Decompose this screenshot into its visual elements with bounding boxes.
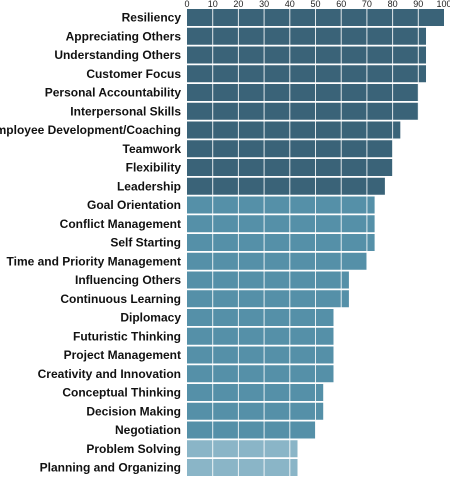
category-label-employee-development-coaching: Employee Development/Coaching (0, 123, 181, 137)
category-label-problem-solving: Problem Solving (86, 442, 181, 456)
category-label-conflict-management: Conflict Management (60, 217, 181, 231)
category-label-influencing-others: Influencing Others (75, 273, 181, 287)
category-label-resiliency: Resiliency (122, 11, 182, 25)
bar-decision-making (187, 402, 324, 420)
bar-negotiation (187, 421, 316, 439)
bar-goal-orientation (187, 196, 375, 214)
bar-problem-solving (187, 440, 298, 458)
bar-influencing-others (187, 271, 349, 289)
grid-layer (212, 9, 419, 476)
category-label-decision-making: Decision Making (86, 404, 181, 418)
category-label-appreciating-others: Appreciating Others (66, 29, 182, 43)
x-tick-label-80: 80 (388, 0, 398, 9)
category-label-creativity-and-innovation: Creativity and Innovation (38, 367, 181, 381)
category-label-time-and-priority-management: Time and Priority Management (7, 254, 182, 268)
bar-creativity-and-innovation (187, 365, 334, 383)
x-tick-label-50: 50 (310, 0, 320, 9)
category-label-diplomacy: Diplomacy (120, 311, 181, 325)
bar-interpersonal-skills (187, 102, 419, 120)
x-tick-label-60: 60 (336, 0, 346, 9)
x-tick-label-90: 90 (413, 0, 423, 9)
category-label-customer-focus: Customer Focus (86, 67, 181, 81)
bar-understanding-others (187, 46, 427, 64)
x-axis-ticks: 0 10 20 30 40 50 60 70 80 90 100 (184, 0, 450, 9)
category-label-project-management: Project Management (64, 348, 181, 362)
bar-conflict-management (187, 215, 375, 233)
x-tick-label-100: 100 (436, 0, 450, 9)
bar-planning-and-organizing (187, 459, 298, 476)
category-label-teamwork: Teamwork (123, 142, 182, 156)
category-label-understanding-others: Understanding Others (54, 48, 181, 62)
bar-time-and-priority-management (187, 252, 367, 270)
category-label-conceptual-thinking: Conceptual Thinking (62, 386, 181, 400)
bar-continuous-learning (187, 290, 349, 308)
bar-leadership (187, 177, 385, 195)
x-tick-label-20: 20 (233, 0, 243, 9)
bar-conceptual-thinking (187, 384, 324, 401)
bar-personal-accountability (187, 84, 419, 101)
bar-customer-focus (187, 65, 427, 83)
category-label-flexibility: Flexibility (126, 161, 182, 175)
x-tick-label-30: 30 (259, 0, 269, 9)
category-label-self-starting: Self Starting (110, 236, 181, 250)
bar-diplomacy (187, 309, 334, 326)
x-tick-label-0: 0 (184, 0, 189, 9)
category-label-leadership: Leadership (117, 179, 181, 193)
category-label-personal-accountability: Personal Accountability (45, 86, 182, 100)
bar-futuristic-thinking (187, 327, 334, 345)
x-tick-label-70: 70 (362, 0, 372, 9)
category-label-negotiation: Negotiation (115, 423, 181, 437)
category-label-interpersonal-skills: Interpersonal Skills (70, 104, 181, 118)
bar-employee-development-coaching (187, 121, 401, 139)
x-tick-label-10: 10 (208, 0, 218, 9)
bar-appreciating-others (187, 27, 427, 45)
bar-project-management (187, 346, 334, 364)
category-label-planning-and-organizing: Planning and Organizing (40, 461, 181, 475)
category-label-goal-orientation: Goal Orientation (87, 198, 181, 212)
category-label-continuous-learning: Continuous Learning (60, 292, 181, 306)
bar-self-starting (187, 234, 375, 251)
category-label-futuristic-thinking: Futuristic Thinking (73, 329, 181, 343)
x-tick-label-40: 40 (285, 0, 295, 9)
category-labels: Resiliency Appreciating Others Understandi… (0, 11, 181, 475)
